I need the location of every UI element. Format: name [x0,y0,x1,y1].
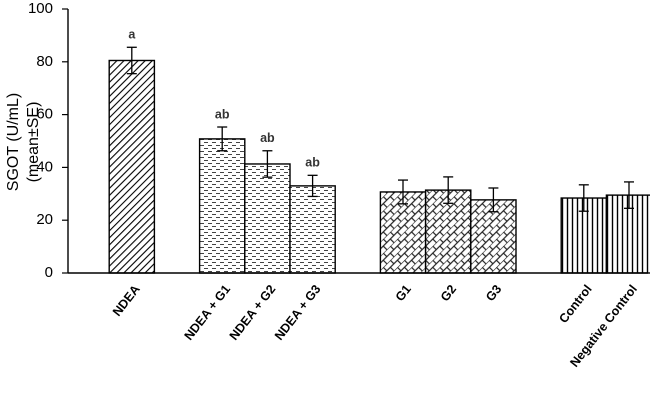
bar [289,185,336,274]
error-bar [624,181,634,209]
error-bar [578,184,589,212]
y-tick-label: 60 [36,106,53,123]
x-tick-label: NDEA + G3 [272,282,324,343]
annotation: ab [260,131,275,145]
error-bar [307,174,318,198]
y-axis-title-line: SGOT (U/mL) [5,93,22,191]
error-bar [398,179,408,205]
error-bar [262,150,273,178]
y-tick-label: 80 [36,53,53,70]
x-tick-label: G3 [483,282,504,304]
annotation: a [128,28,136,42]
x-tick-label: G2 [438,282,459,304]
y-axis-title: SGOT (U/mL) (mean±SE) [5,93,42,191]
y-tick-label: 0 [45,264,53,281]
annotation: ab [215,107,230,121]
error-bar [217,126,228,152]
y-tick-label: 40 [36,158,53,175]
y-axis-title-line: (mean±SE) [25,102,42,183]
bar [198,138,246,274]
error-bar [488,187,499,213]
x-tick-label: G1 [393,282,414,304]
x-tick-label: NDEA [110,282,143,319]
y-tick-label: 100 [28,0,53,17]
x-tick-label: Control [556,282,594,326]
error-bar [443,176,454,204]
bar [244,163,291,274]
annotation: ab [305,156,320,170]
x-tick-label: NDEA + G1 [182,282,234,343]
y-tick-label: 20 [36,211,53,228]
x-tick-label: NDEA + G2 [227,282,279,343]
bar [108,59,156,274]
error-bar [126,46,137,75]
bar [605,194,650,274]
